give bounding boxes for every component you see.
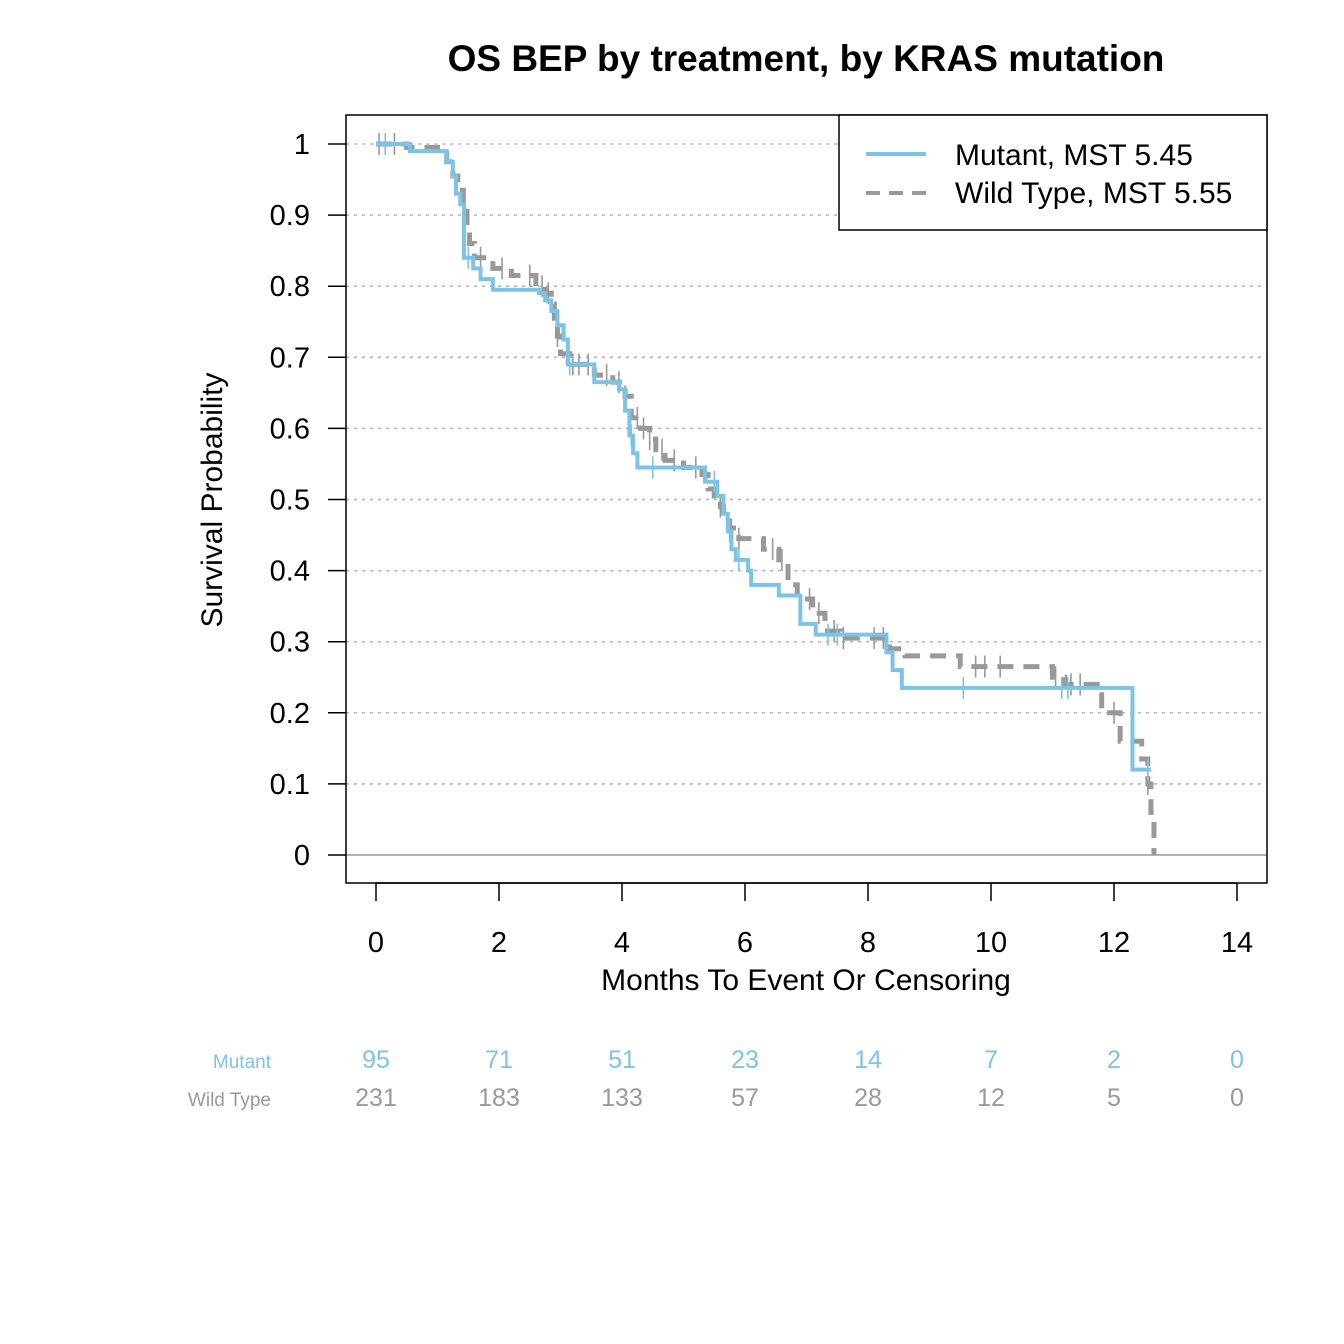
series-layer [376, 133, 1157, 855]
x-tick-label-5: 10 [975, 927, 1007, 959]
y-tick-label-2: 0.2 [270, 698, 310, 730]
y-tick-label-9: 0.9 [270, 200, 310, 232]
legend-box [838, 114, 1268, 231]
y-tick-label-3: 0.3 [270, 627, 310, 659]
x-tick-label-7: 14 [1221, 927, 1253, 959]
x-tick-label-2: 4 [614, 927, 630, 959]
legend-label-mutant: Mutant, MST 5.45 [955, 139, 1193, 172]
risk-row-label-wild-type: Wild Type [188, 1090, 271, 1111]
risk-count-wild-type-2: 133 [601, 1084, 643, 1112]
risk-count-wild-type-6: 5 [1107, 1084, 1121, 1112]
x-tick-label-6: 12 [1098, 927, 1130, 959]
risk-count-wild-type-7: 0 [1230, 1084, 1244, 1112]
risk-count-wild-type-5: 12 [977, 1084, 1005, 1112]
risk-count-wild-type-3: 57 [731, 1084, 759, 1112]
y-axis-title: Survival Probability [196, 372, 229, 627]
risk-count-mutant-5: 7 [984, 1046, 998, 1074]
chart-title: OS BEP by treatment, by KRAS mutation [448, 38, 1165, 79]
risk-count-mutant-6: 2 [1107, 1046, 1121, 1074]
risk-count-mutant-3: 23 [731, 1046, 759, 1074]
survival-curve-wild-type [376, 141, 1157, 855]
risk-count-mutant-7: 0 [1230, 1046, 1244, 1074]
risk-count-wild-type-1: 183 [478, 1084, 520, 1112]
y-tick-label-7: 0.7 [270, 342, 310, 374]
risk-count-mutant-2: 51 [608, 1046, 636, 1074]
y-tick-label-5: 0.5 [270, 485, 310, 517]
y-tick-label-1: 0.1 [270, 769, 310, 801]
risk-count-mutant-0: 95 [362, 1046, 390, 1074]
y-tick-label-6: 0.6 [270, 413, 310, 445]
y-tick-label-8: 0.8 [270, 271, 310, 303]
y-tick-label-0: 0 [294, 840, 310, 872]
y-axis: 0 0.1 0.2 0.3 0.4 0.5 0.6 0.7 0.8 0.9 1 [270, 129, 346, 872]
x-tick-label-4: 8 [860, 927, 876, 959]
legend-label-wild-type: Wild Type, MST 5.55 [955, 177, 1232, 210]
risk-count-mutant-1: 71 [485, 1046, 513, 1074]
series-wild-type [376, 133, 1157, 855]
legend: Mutant, MST 5.45 Wild Type, MST 5.55 [838, 114, 1268, 231]
y-tick-label-4: 0.4 [270, 556, 310, 588]
risk-count-wild-type-4: 28 [854, 1084, 882, 1112]
x-tick-label-3: 6 [737, 927, 753, 959]
x-tick-label-1: 2 [491, 927, 507, 959]
x-axis-title: Months To Event Or Censoring [601, 964, 1011, 997]
y-tick-label-10: 1 [294, 129, 310, 161]
x-axis: 0 2 4 6 8 10 12 14 [368, 882, 1253, 959]
gridlines [346, 143, 1267, 785]
x-tick-label-0: 0 [368, 927, 384, 959]
risk-table: Mutant Wild Type 95 71 51 23 14 7 2 0 231 183 133 5… [188, 1046, 1244, 1112]
survival-curve-mutant [376, 142, 1151, 772]
risk-row-label-mutant: Mutant [213, 1052, 272, 1073]
series-mutant [376, 133, 1151, 781]
risk-count-wild-type-0: 231 [355, 1084, 397, 1112]
risk-count-mutant-4: 14 [854, 1046, 882, 1074]
